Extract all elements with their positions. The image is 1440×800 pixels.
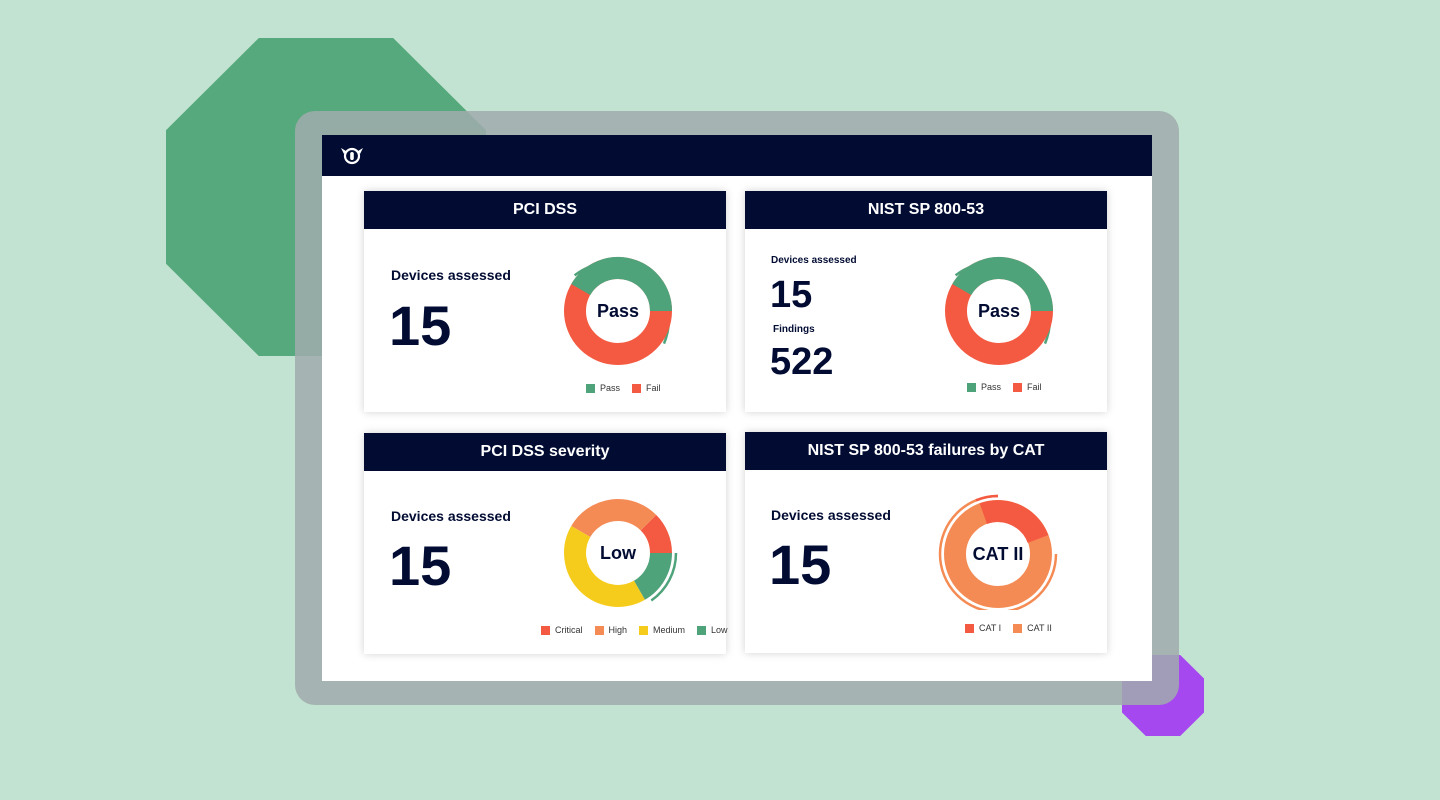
- legend-item-fail: Fail: [1013, 382, 1042, 392]
- legend-label: Pass: [600, 383, 621, 393]
- critical-segment: [640, 514, 672, 554]
- card-title: NIST SP 800-53: [745, 191, 1107, 229]
- findings-value: 522: [770, 341, 834, 383]
- legend-label: High: [608, 625, 628, 635]
- legend-label: Pass: [981, 382, 1002, 392]
- legend-item-medium: Medium: [639, 625, 685, 635]
- legend-label: Fail: [646, 383, 661, 393]
- devices-assessed-value: 15: [389, 294, 452, 357]
- card-title: PCI DSS: [364, 191, 726, 229]
- dashboard-screen: PCI DSS Devices assessed 15 Pass Pass Fa…: [322, 135, 1152, 681]
- card-title: PCI DSS severity: [364, 433, 726, 471]
- pass-fail-donut-chart: Pass: [945, 257, 1053, 365]
- card-pci-dss: PCI DSS Devices assessed 15 Pass Pass Fa…: [364, 191, 726, 412]
- owl-logo-icon[interactable]: [339, 145, 365, 165]
- donut-center-label: Low: [600, 543, 637, 563]
- outer-arc-orange: [938, 494, 1058, 610]
- findings-label: Findings: [773, 324, 815, 335]
- pass-segment: [952, 257, 1053, 312]
- cat-donut-chart: CAT II: [938, 494, 1058, 610]
- legend-item-critical: Critical: [541, 625, 583, 635]
- legend-item-low: Low: [697, 625, 728, 635]
- legend-label: Critical: [555, 625, 583, 635]
- pass-segment: [571, 257, 672, 312]
- low-segment: [633, 552, 672, 600]
- legend-item-high: High: [594, 625, 628, 635]
- chart-legend: Critical High Medium Low: [541, 625, 728, 635]
- chart-legend: Pass Fail: [586, 383, 661, 393]
- legend-label: Fail: [1027, 382, 1042, 392]
- legend-label: CAT I: [979, 623, 1002, 633]
- donut-center-label: Pass: [978, 301, 1020, 321]
- chart-legend: CAT I CAT II: [965, 623, 1052, 633]
- devices-assessed-label: Devices assessed: [391, 267, 511, 283]
- legend-label: CAT II: [1027, 623, 1052, 633]
- top-bar: [322, 135, 1152, 176]
- legend-item-pass: Pass: [967, 382, 1001, 392]
- chart-legend: Pass Fail: [967, 382, 1042, 392]
- legend-label: Medium: [653, 625, 686, 635]
- legend-label: Low: [711, 625, 728, 635]
- donut-center-label: Pass: [597, 301, 639, 321]
- donut-center-label: CAT II: [973, 544, 1024, 564]
- devices-assessed-label: Devices assessed: [771, 507, 891, 523]
- card-nist-failures-by-cat: NIST SP 800-53 failures by CAT Devices a…: [745, 432, 1107, 653]
- outer-arc-red: [975, 494, 999, 502]
- high-segment: [571, 499, 657, 538]
- card-pci-dss-severity: PCI DSS severity Devices assessed 15 Low…: [364, 433, 728, 654]
- devices-assessed-value: 15: [769, 533, 832, 596]
- devices-assessed-label: Devices assessed: [771, 255, 857, 266]
- legend-item-cat-ii: CAT II: [1013, 623, 1052, 633]
- legend-item-fail: Fail: [632, 383, 661, 393]
- card-title: NIST SP 800-53 failures by CAT: [745, 432, 1107, 470]
- pass-fail-donut-chart: Pass: [564, 257, 672, 365]
- devices-assessed-label: Devices assessed: [391, 508, 511, 524]
- devices-assessed-value: 15: [389, 534, 452, 597]
- card-nist-sp-800-53: NIST SP 800-53 Devices assessed 15 Findi…: [745, 191, 1107, 412]
- cat-i-segment: [979, 500, 1049, 544]
- legend-item-pass: Pass: [586, 383, 620, 393]
- medium-segment: [564, 526, 645, 607]
- outer-arc: [650, 552, 678, 602]
- legend-item-cat-i: CAT I: [965, 623, 1001, 633]
- severity-donut-chart: Low: [564, 499, 678, 607]
- devices-assessed-value: 15: [770, 274, 813, 316]
